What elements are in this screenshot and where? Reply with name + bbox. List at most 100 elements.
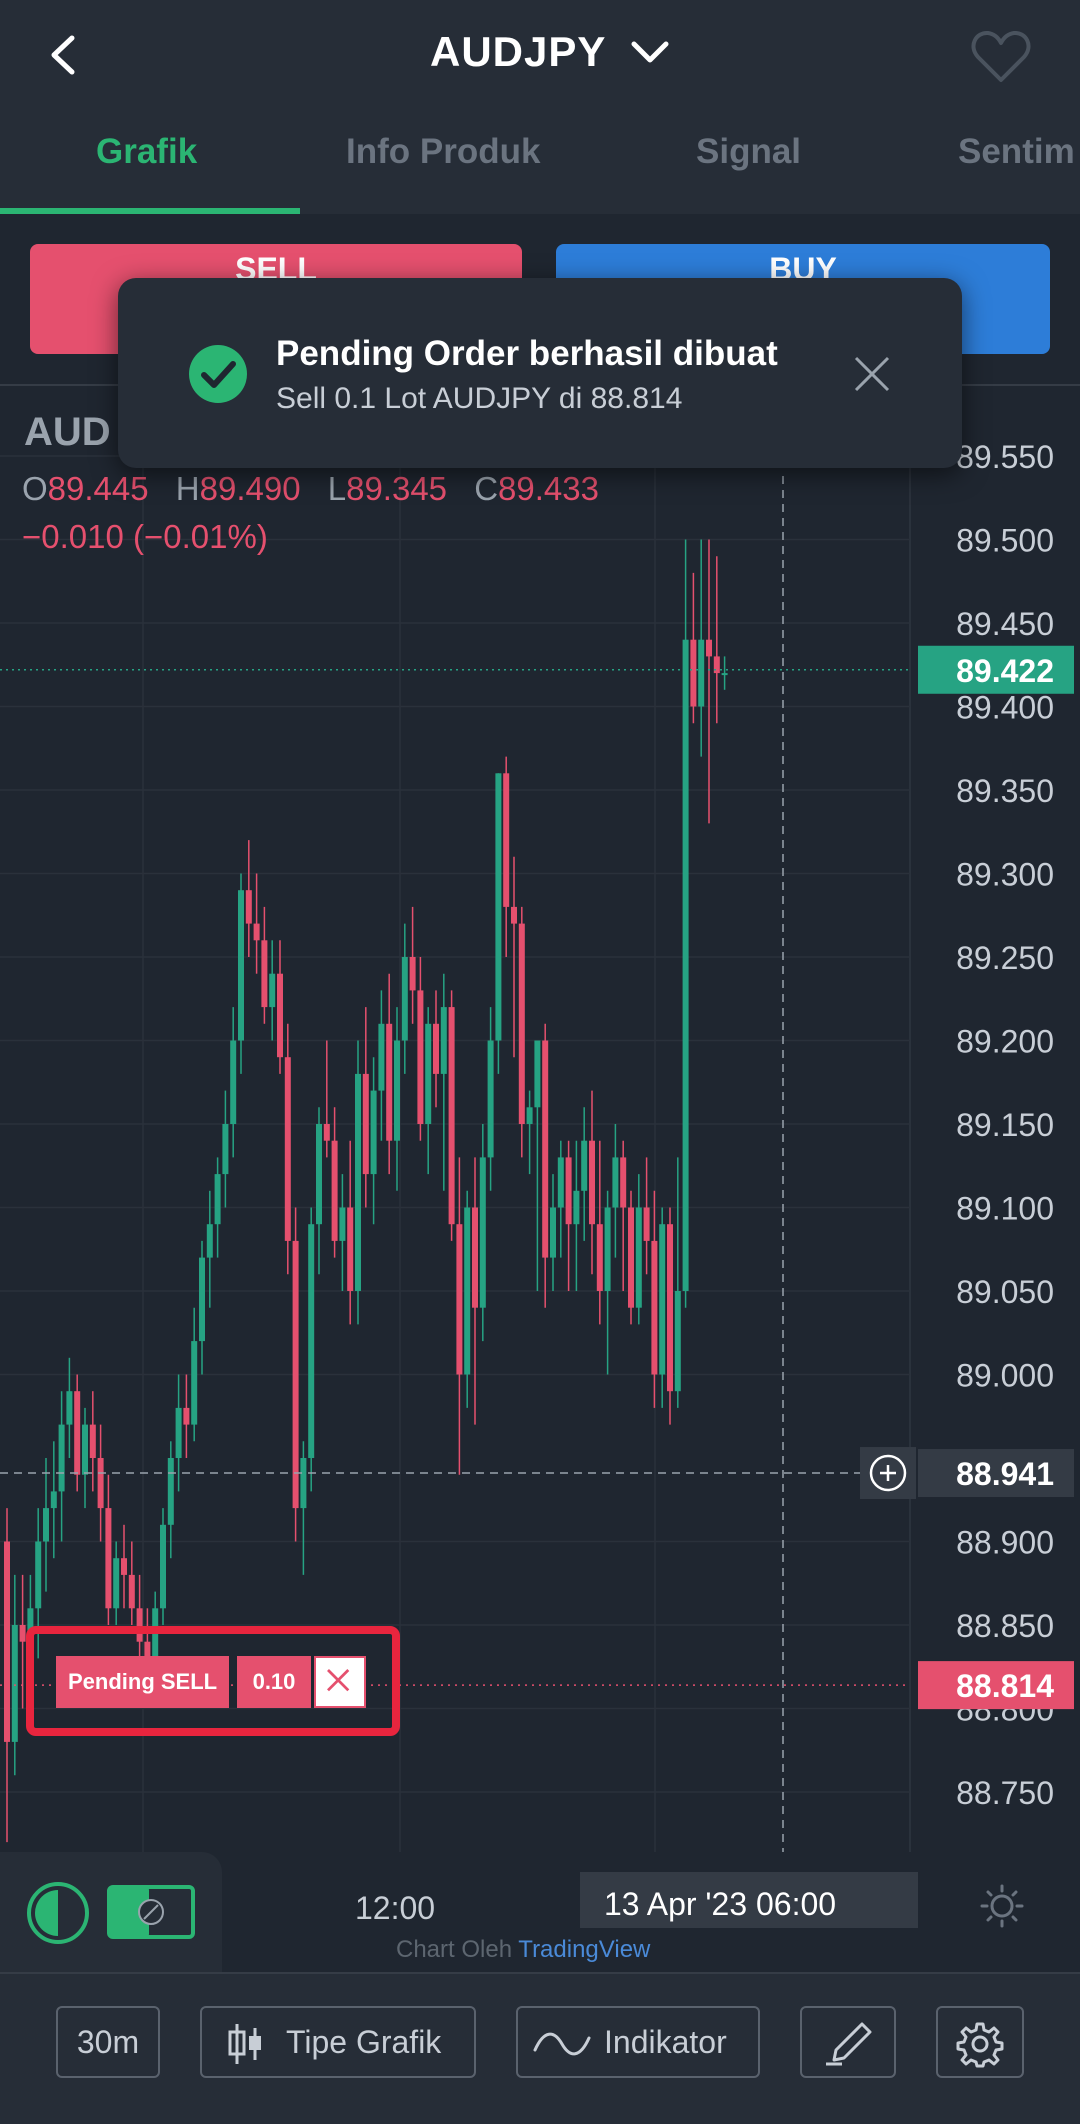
magnet-toggle-icon[interactable] [106, 1882, 196, 1942]
candle-body [308, 1224, 315, 1458]
tab-grafik[interactable]: Grafik [96, 132, 198, 171]
pending-price-tag-bg [918, 1661, 1074, 1710]
candle-body [316, 1124, 322, 1225]
candle-body [659, 1224, 666, 1375]
cancel-pending-button[interactable] [314, 1656, 366, 1708]
candle-body [292, 1240, 299, 1509]
y-tick-label: 89.200 [956, 1024, 1054, 1060]
y-tick-label: 88.750 [956, 1775, 1054, 1811]
candle-body [550, 1207, 556, 1258]
timeframe-button[interactable]: 30m [56, 2006, 160, 2078]
y-tick-label: 89.450 [956, 606, 1054, 642]
candle-body [191, 1341, 198, 1425]
candle-body [144, 1641, 151, 1659]
tab-signal[interactable]: Signal [696, 132, 802, 171]
y-tick-label: 88.850 [956, 1608, 1054, 1644]
candle-body [433, 1023, 439, 1074]
candle-body [667, 1224, 673, 1392]
drawing-tool-button[interactable] [800, 2006, 896, 2078]
crosshair-time-label: 13 Apr '23 06:00 [580, 1872, 918, 1928]
candle-body [479, 1157, 486, 1308]
high-value: 89.490 [199, 470, 301, 507]
low-key: L [327, 470, 347, 507]
tab-info-produk[interactable]: Info Produk [346, 132, 541, 171]
candle-body [323, 1124, 330, 1141]
candle-body [43, 1508, 49, 1542]
wave-icon [533, 2032, 591, 2056]
candle-body [97, 1458, 104, 1509]
candle-body [526, 1107, 533, 1124]
candle-body [698, 639, 705, 707]
candle-body [643, 1207, 650, 1241]
candle-body [245, 890, 252, 924]
chart-toolbar [0, 1972, 1080, 2124]
crosshair-price-tag-bg [918, 1449, 1074, 1498]
candle-body [628, 1207, 634, 1308]
candle-body [50, 1491, 57, 1509]
candle-body [721, 673, 728, 676]
chart-credit: Chart Oleh TradingView [396, 1936, 650, 1964]
price-change: −0.010 (−0.01%) [22, 518, 268, 555]
close-key: C [474, 470, 499, 507]
favorite-heart-icon[interactable] [970, 28, 1032, 84]
candle-body [456, 1224, 463, 1375]
candle-body [604, 1207, 611, 1291]
candle-body [331, 1140, 338, 1241]
indicator-button[interactable]: Indikator [516, 2006, 760, 2078]
pending-sell-label[interactable]: Pending SELL [56, 1656, 230, 1708]
y-tick-label: 89.100 [956, 1191, 1054, 1227]
y-tick-label: 89.000 [956, 1358, 1054, 1394]
brightness-icon[interactable] [980, 1884, 1024, 1928]
price-scale [910, 386, 1080, 1872]
candle-body [370, 1090, 377, 1175]
candle-body [355, 1073, 361, 1291]
candle-body [284, 1057, 291, 1241]
back-arrow-icon[interactable] [40, 30, 90, 80]
candle-body [121, 1558, 127, 1575]
candle-body [19, 1625, 26, 1642]
theme-toggle-icon[interactable] [24, 1880, 92, 1946]
plus-circle-icon [869, 1454, 907, 1492]
y-tick-label: 89.050 [956, 1274, 1054, 1310]
candle-body [518, 923, 525, 1124]
y-tick-label: 89.250 [956, 940, 1054, 976]
candle-body [417, 990, 424, 1124]
tab-sentimen[interactable]: Sentim [958, 132, 1075, 171]
candle-body [183, 1407, 190, 1425]
close-icon[interactable] [852, 354, 892, 394]
pending-qty-label[interactable]: 0.10 [237, 1656, 311, 1708]
candle-body [495, 773, 502, 1041]
candle-body [277, 973, 283, 1058]
pending-price-tag: 88.814 [956, 1668, 1054, 1704]
y-tick-label: 89.400 [956, 690, 1054, 726]
close-value: 89.433 [498, 470, 599, 507]
y-tick-label: 89.550 [956, 439, 1054, 475]
candle-body [199, 1257, 205, 1342]
candle-body [136, 1608, 143, 1642]
candle-body [542, 1040, 549, 1258]
chart-symbol-label: AUD [24, 410, 111, 454]
candle-body [651, 1240, 658, 1375]
settings-button[interactable] [936, 2006, 1024, 2078]
candle-body [565, 1157, 572, 1225]
candle-body [89, 1424, 96, 1458]
candle-body [394, 1040, 400, 1141]
candle-body [620, 1157, 627, 1208]
candle-body [464, 1207, 471, 1375]
chart-type-button[interactable]: Tipe Grafik [200, 2006, 476, 2078]
candle-body [238, 890, 244, 1041]
tradingview-link[interactable]: TradingView [518, 1936, 651, 1963]
candle-body [596, 1224, 603, 1291]
y-tick-label: 89.300 [956, 857, 1054, 893]
candle-body [635, 1207, 642, 1308]
candle-body [105, 1508, 112, 1609]
candle-body [362, 1073, 369, 1175]
candle-body [409, 957, 416, 991]
pending-order-highlight [26, 1626, 400, 1736]
candle-body [674, 1291, 681, 1392]
candle-body [269, 973, 276, 1008]
candle-body [339, 1207, 346, 1241]
y-tick-label: 88.900 [956, 1525, 1054, 1561]
symbol-title[interactable]: AUDJPY [430, 28, 607, 75]
chevron-down-icon[interactable] [628, 38, 672, 68]
